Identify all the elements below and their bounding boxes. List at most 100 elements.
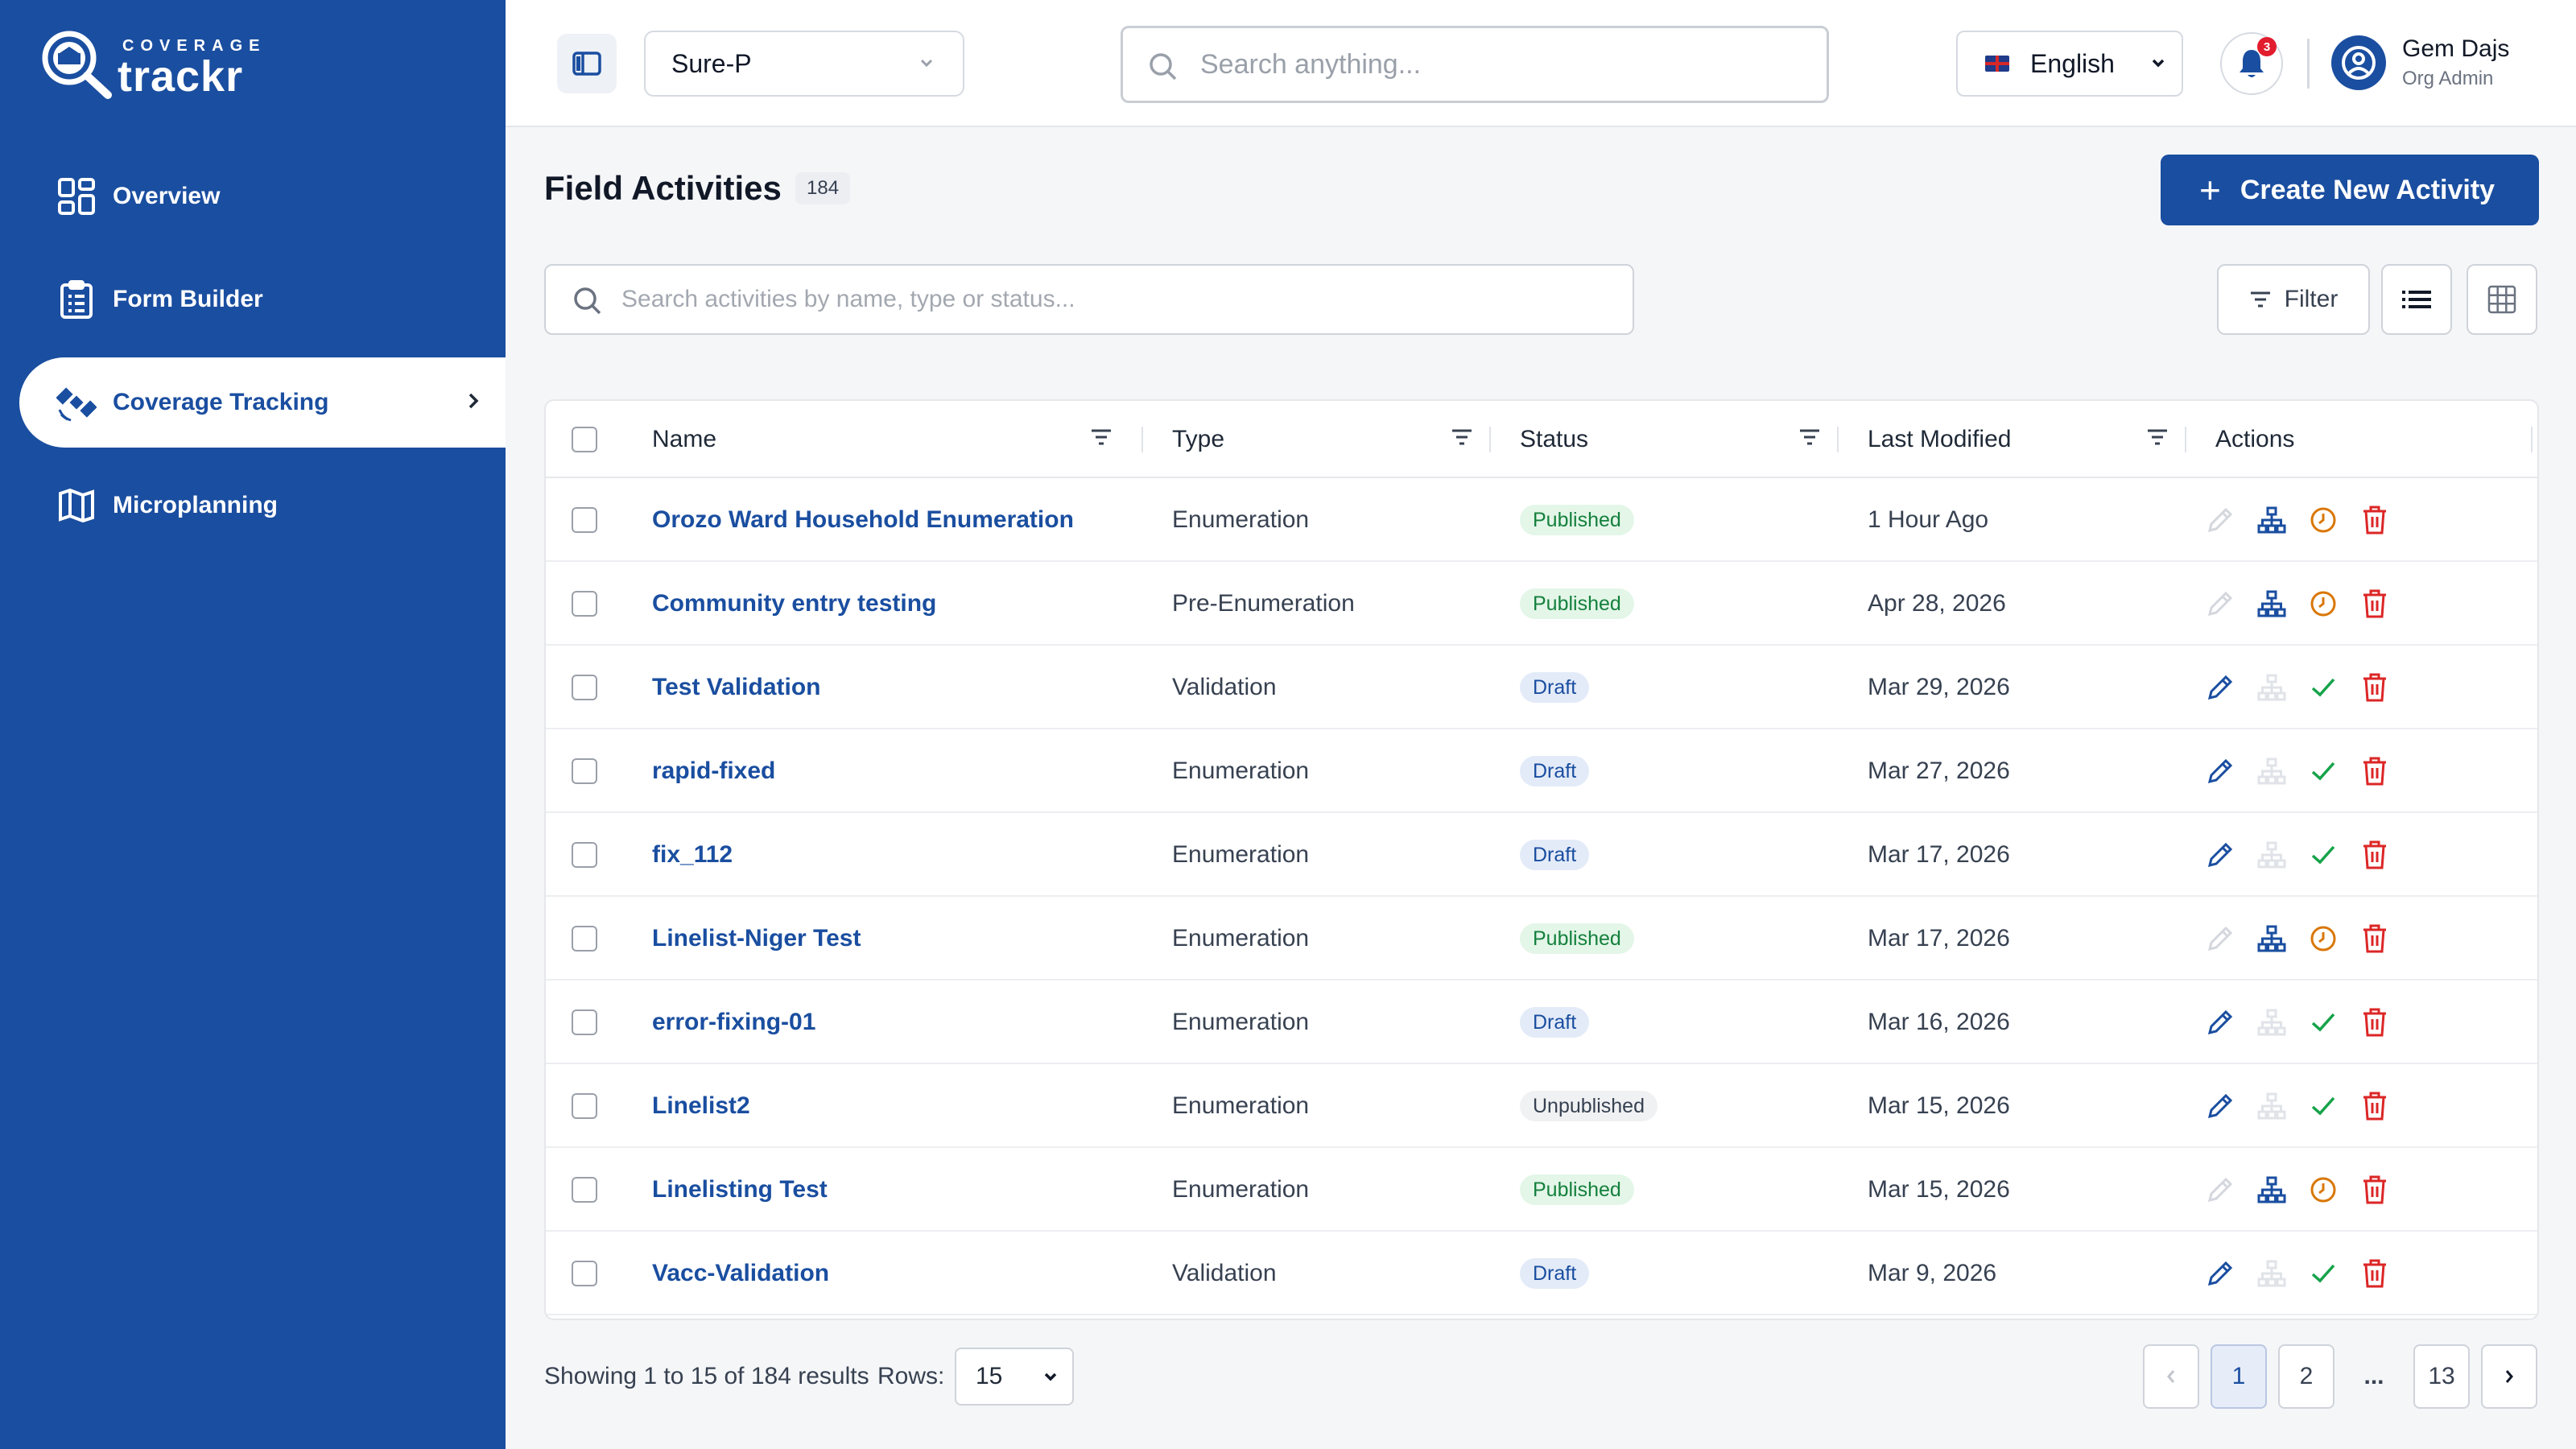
row-checkbox[interactable]: [572, 507, 597, 533]
column-filter-icon[interactable]: [1451, 428, 1473, 446]
hierarchy-icon[interactable]: [2256, 1006, 2288, 1038]
column-type[interactable]: Type: [1172, 401, 1496, 478]
edit-icon[interactable]: [2204, 588, 2236, 620]
column-last-modified[interactable]: Last Modified: [1868, 401, 2191, 478]
trash-icon[interactable]: [2359, 588, 2391, 620]
clock-icon[interactable]: [2307, 1174, 2339, 1206]
activity-name-link[interactable]: Linelist-Niger Test: [652, 925, 861, 952]
hierarchy-icon[interactable]: [2256, 755, 2288, 787]
table-row[interactable]: Community entry testing Pre-Enumeration Pu…: [546, 562, 2537, 646]
sidebar-item-coverage-tracking[interactable]: Coverage Tracking: [19, 357, 506, 448]
page-button-13[interactable]: 13: [2413, 1344, 2470, 1409]
activity-name-link[interactable]: Orozo Ward Household Enumeration: [652, 506, 1074, 533]
check-icon[interactable]: [2307, 839, 2339, 871]
hierarchy-icon[interactable]: [2256, 839, 2288, 871]
notifications-button[interactable]: 3: [2220, 32, 2283, 95]
table-row[interactable]: Orozo Ward Household Enumeration Enumerat…: [546, 478, 2537, 562]
edit-icon[interactable]: [2204, 504, 2236, 536]
table-row[interactable]: Linelist2 Enumeration Unpublished Mar 15, 2…: [546, 1064, 2537, 1148]
edit-icon[interactable]: [2204, 1006, 2236, 1038]
column-name[interactable]: Name: [652, 401, 1135, 478]
row-checkbox[interactable]: [572, 591, 597, 617]
sidebar-item-form-builder[interactable]: Form Builder: [19, 254, 506, 345]
table-row[interactable]: rapid-fixed Enumeration Draft Mar 27, 2026: [546, 729, 2537, 813]
column-filter-icon[interactable]: [2146, 428, 2169, 446]
page-button-1[interactable]: 1: [2211, 1344, 2267, 1409]
row-checkbox[interactable]: [572, 1261, 597, 1286]
row-checkbox[interactable]: [572, 842, 597, 868]
table-row[interactable]: Vacc-Validation Validation Draft Mar 9, 202…: [546, 1232, 2537, 1315]
hierarchy-icon[interactable]: [2256, 923, 2288, 955]
project-select[interactable]: Sure-P: [644, 31, 964, 97]
column-filter-icon[interactable]: [1798, 428, 1821, 446]
trash-icon[interactable]: [2359, 671, 2391, 704]
edit-icon[interactable]: [2204, 671, 2236, 704]
trash-icon[interactable]: [2359, 755, 2391, 787]
next-page-button[interactable]: [2481, 1344, 2537, 1409]
clock-icon[interactable]: [2307, 923, 2339, 955]
activity-name-link[interactable]: Linelisting Test: [652, 1176, 828, 1203]
activity-search[interactable]: [544, 264, 1634, 335]
activity-name-link[interactable]: rapid-fixed: [652, 758, 776, 784]
global-search[interactable]: [1121, 26, 1829, 103]
sidebar-item-overview[interactable]: Overview: [19, 151, 506, 242]
row-checkbox[interactable]: [572, 1009, 597, 1035]
activity-name-link[interactable]: Community entry testing: [652, 590, 937, 617]
clock-icon[interactable]: [2307, 504, 2339, 536]
check-icon[interactable]: [2307, 1006, 2339, 1038]
check-icon[interactable]: [2307, 1090, 2339, 1122]
sidebar-toggle-button[interactable]: [557, 34, 617, 93]
activity-search-input[interactable]: [621, 286, 1587, 313]
edit-icon[interactable]: [2204, 755, 2236, 787]
edit-icon[interactable]: [2204, 923, 2236, 955]
hierarchy-icon[interactable]: [2256, 1174, 2288, 1206]
table-row[interactable]: Linelisting Test Enumeration Published Mar …: [546, 1148, 2537, 1232]
row-checkbox[interactable]: [572, 926, 597, 952]
trash-icon[interactable]: [2359, 504, 2391, 536]
column-status[interactable]: Status: [1520, 401, 1843, 478]
hierarchy-icon[interactable]: [2256, 1090, 2288, 1122]
table-row[interactable]: Linelist-Niger Test Enumeration Published M…: [546, 897, 2537, 980]
select-all-checkbox[interactable]: [572, 427, 597, 452]
edit-icon[interactable]: [2204, 1257, 2236, 1290]
check-icon[interactable]: [2307, 671, 2339, 704]
activity-name-link[interactable]: Test Validation: [652, 674, 821, 700]
sidebar-item-microplanning[interactable]: Microplanning: [19, 460, 506, 551]
global-search-input[interactable]: [1200, 48, 1780, 80]
filter-button[interactable]: Filter: [2217, 264, 2370, 335]
app-logo[interactable]: COVERAGE trackr: [39, 27, 264, 101]
hierarchy-icon[interactable]: [2256, 504, 2288, 536]
hierarchy-icon[interactable]: [2256, 1257, 2288, 1290]
list-view-button[interactable]: [2381, 264, 2452, 335]
trash-icon[interactable]: [2359, 923, 2391, 955]
table-row[interactable]: Test Validation Validation Draft Mar 29, 20…: [546, 646, 2537, 729]
edit-icon[interactable]: [2204, 839, 2236, 871]
trash-icon[interactable]: [2359, 1174, 2391, 1206]
check-icon[interactable]: [2307, 755, 2339, 787]
activity-name-link[interactable]: Vacc-Validation: [652, 1260, 830, 1286]
trash-icon[interactable]: [2359, 1090, 2391, 1122]
edit-icon[interactable]: [2204, 1090, 2236, 1122]
edit-icon[interactable]: [2204, 1174, 2236, 1206]
row-checkbox[interactable]: [572, 675, 597, 700]
row-checkbox[interactable]: [572, 1093, 597, 1119]
table-row[interactable]: fix_112 Enumeration Draft Mar 17, 2026: [546, 813, 2537, 897]
avatar[interactable]: [2331, 35, 2386, 90]
create-activity-button[interactable]: + Create New Activity: [2161, 155, 2539, 225]
hierarchy-icon[interactable]: [2256, 588, 2288, 620]
trash-icon[interactable]: [2359, 1257, 2391, 1290]
row-checkbox[interactable]: [572, 758, 597, 784]
column-filter-icon[interactable]: [1090, 428, 1113, 446]
activity-name-link[interactable]: fix_112: [652, 841, 733, 868]
trash-icon[interactable]: [2359, 839, 2391, 871]
rows-per-page-select[interactable]: 15: [955, 1348, 1074, 1406]
trash-icon[interactable]: [2359, 1006, 2391, 1038]
grid-view-button[interactable]: [2467, 264, 2537, 335]
previous-page-button[interactable]: [2143, 1344, 2199, 1409]
clock-icon[interactable]: [2307, 588, 2339, 620]
check-icon[interactable]: [2307, 1257, 2339, 1290]
table-row[interactable]: error-fixing-01 Enumeration Draft Mar 16, 2…: [546, 980, 2537, 1064]
row-checkbox[interactable]: [572, 1177, 597, 1203]
hierarchy-icon[interactable]: [2256, 671, 2288, 704]
activity-name-link[interactable]: Linelist2: [652, 1092, 750, 1119]
